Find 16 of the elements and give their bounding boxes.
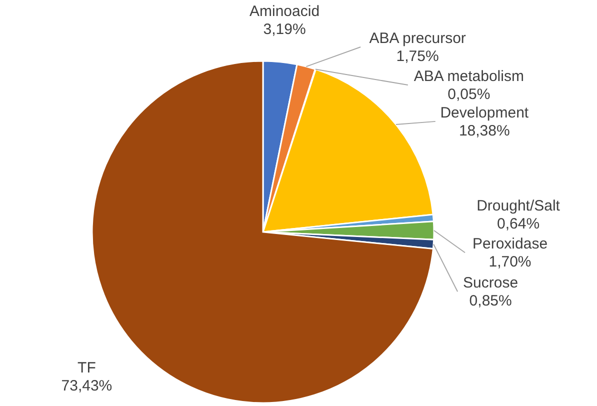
slice-label: Drought/Salt [476, 197, 561, 214]
data-label: 18,38% [458, 122, 510, 140]
slice-label: Peroxidase [472, 236, 548, 253]
data-label: 3,19% [263, 21, 306, 38]
slice-label: Sucrose [463, 274, 518, 292]
slice-label: ABA metabolism [414, 68, 524, 86]
slice-label: Development [440, 104, 530, 122]
data-label: 73,43% [61, 377, 112, 394]
data-label: 1,70% [488, 254, 532, 271]
data-label: 0,05% [448, 86, 490, 104]
data-label: 0,85% [469, 292, 512, 310]
data-label: 0,64% [497, 215, 540, 232]
slice-label: Aminoacid [249, 3, 320, 20]
slice-label: TF [78, 359, 96, 376]
slice-label: ABA precursor [369, 30, 466, 48]
data-label: 1,75% [396, 48, 439, 66]
